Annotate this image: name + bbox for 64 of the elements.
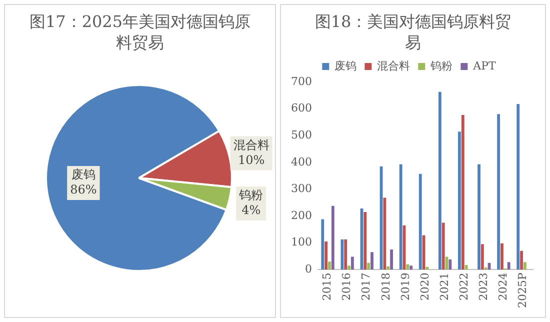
bar [324,241,328,270]
x-tick-label: 2021 [438,272,451,301]
y-tick-label: 100 [290,236,312,249]
legend-label: 混合料 [377,59,410,72]
y-tick-label: 0 [304,262,312,276]
y-tick-label: 400 [290,155,312,168]
bar [418,174,422,270]
x-tick-label: 2023 [476,272,490,301]
bar [464,265,468,270]
bar [406,264,410,270]
bar [350,256,354,270]
bar [390,250,393,270]
data-label: 86% [70,182,97,197]
data-label: 10% [238,152,265,167]
slice-label: 混合料 [233,138,270,152]
bar [367,262,370,270]
x-tick-label: 2020 [418,272,432,301]
y-tick-label: 200 [290,208,312,222]
bar [484,267,488,270]
bar [480,244,484,270]
bar [448,259,452,270]
x-tick-label: 2022 [457,272,470,301]
y-tick-label: 300 [290,182,312,196]
bar [340,239,344,270]
x-tick-label: 2017 [360,272,373,301]
bar [523,262,526,270]
slice-label: 废钨 [71,168,96,182]
slice-label: 钨粉 [238,188,264,202]
bar [344,239,348,270]
bar [348,266,350,270]
bar [442,222,445,270]
bar [507,262,510,270]
x-tick-label: 2024 [496,272,510,301]
bar [370,252,374,270]
x-tick-label: 2018 [379,272,392,301]
bar [461,114,464,270]
bar [331,206,334,270]
legend-label: APT [472,59,497,72]
bar [438,92,442,270]
bar [516,104,520,270]
bar [383,198,386,270]
y-tick-label: 700 [290,74,312,88]
bar [321,219,324,270]
bar [386,266,390,270]
bar [458,132,461,270]
chart-title: 图18：美国对德国钨原料贸易 [314,11,512,53]
legend-label: 废钨 [334,59,357,72]
bar [478,164,480,270]
data-label: 4% [242,203,261,218]
bar [500,243,504,270]
y-tick-label: 600 [290,102,312,115]
x-tick-label: 2016 [340,272,354,301]
x-tick-label: 2025P [516,272,530,308]
chart-title: 图17：2025年美国对德国钨原料贸易 [28,11,252,53]
bar [328,262,331,270]
legend-label: 钨粉 [430,59,453,72]
bar [520,250,523,270]
x-tick-label: 2019 [398,272,412,301]
bar [497,114,500,270]
x-tick-label: 2015 [320,272,334,301]
y-tick-label: 500 [290,128,312,142]
bar [364,212,367,270]
bar [399,164,402,270]
bar [410,266,413,270]
